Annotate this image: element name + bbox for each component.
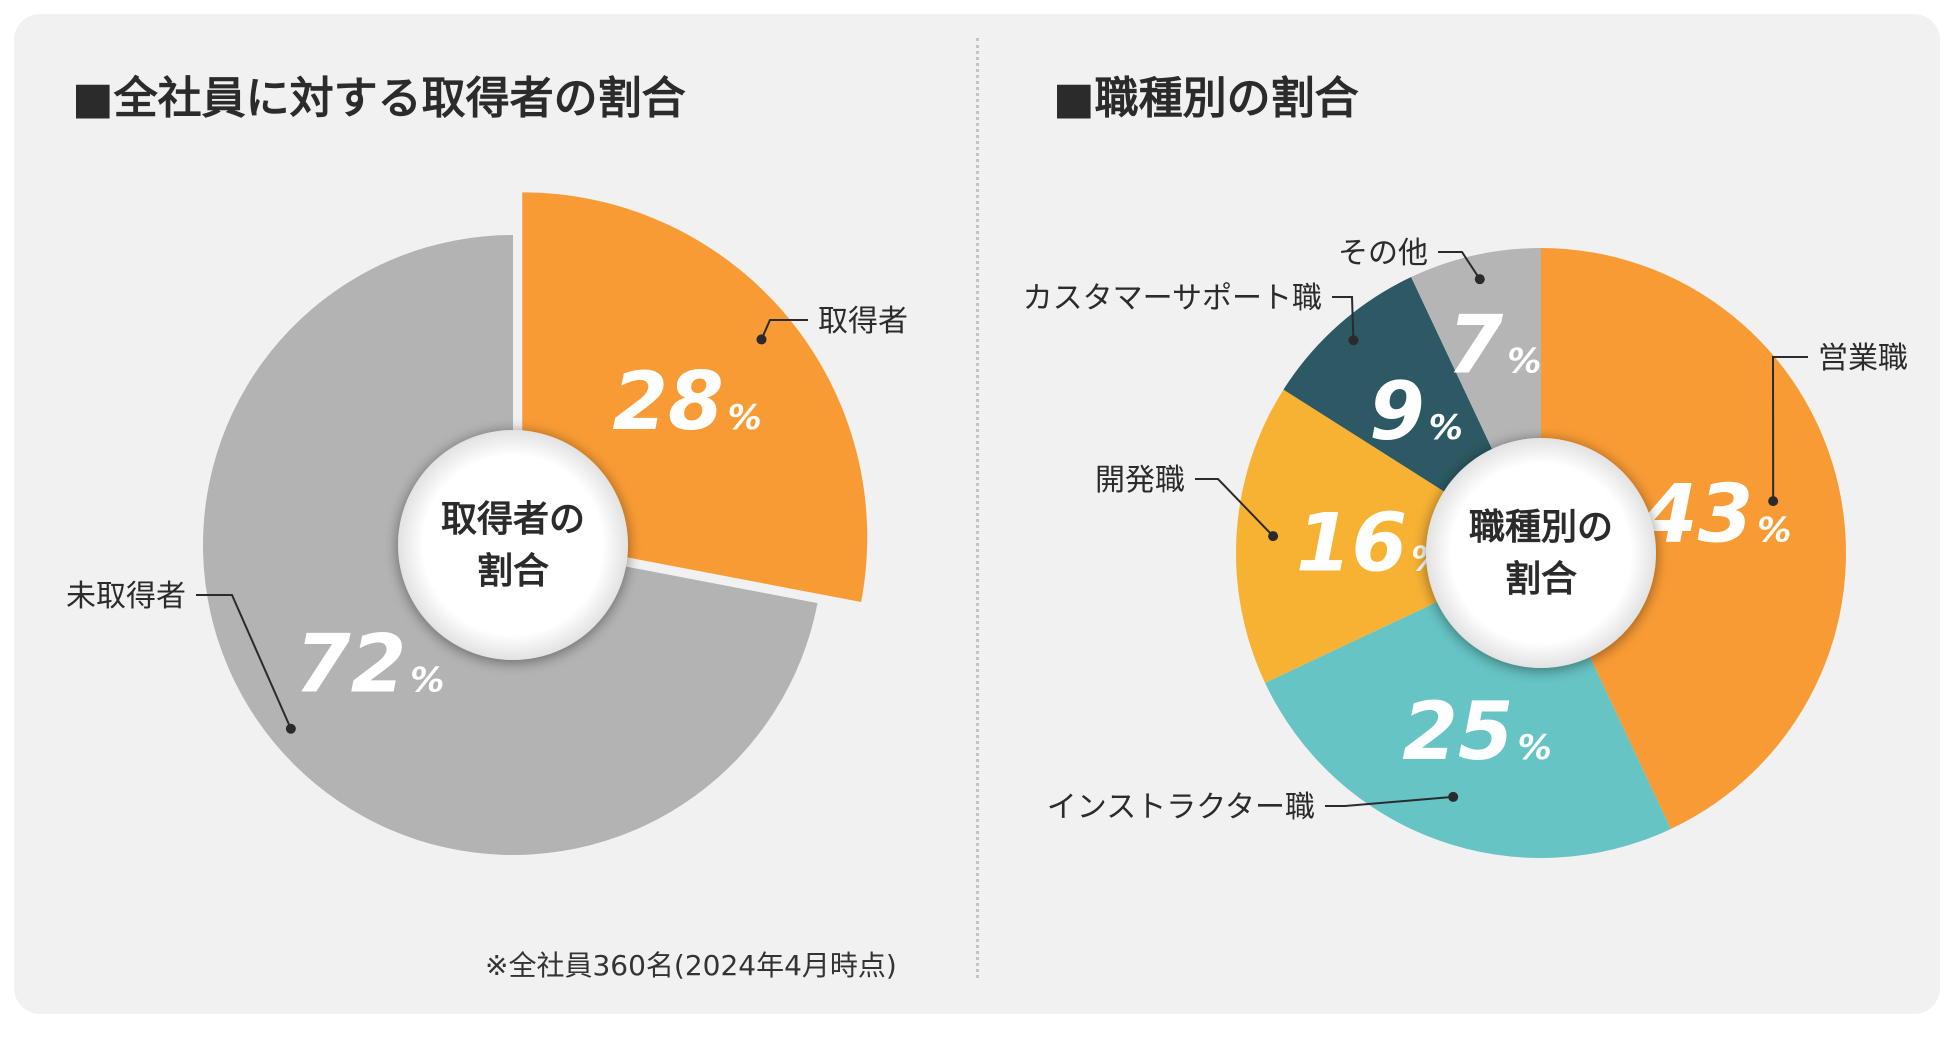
chart0-center-label-line-0: 取得者の (441, 499, 585, 540)
chart1-category-label-3: カスタマーサポート職 (1023, 281, 1322, 316)
chart1-pct-label-4: 7% (1448, 299, 1542, 392)
chart1-category-label-0: 営業職 (1818, 341, 1908, 376)
footnote: ※全社員360名(2024年4月時点) (485, 949, 897, 982)
chart0-category-label-0: 取得者 (818, 304, 908, 339)
chart0-center-label-line-1: 割合 (477, 551, 549, 592)
chart0-category-label-1: 未取得者 (66, 579, 186, 614)
chart0-pct-label-0: 28% (612, 355, 761, 448)
chart1-center-hole (1426, 438, 1656, 668)
chart0-pct-label-1: 72% (295, 618, 444, 711)
chart1-leader-line-0 (1771, 356, 1808, 502)
chart0-leader-line-0 (760, 319, 808, 340)
chart1-center-label-line-1: 割合 (1505, 559, 1577, 600)
chart1-leader-line-3 (1332, 296, 1355, 341)
chart1-pct-label-1: 25% (1402, 685, 1551, 778)
panel-divider (976, 38, 979, 978)
chart1-category-label-4: その他 (1338, 236, 1428, 271)
right-chart-title: ■職種別の割合 (1053, 73, 1359, 124)
chart0-center-hole (398, 430, 628, 660)
left-chart-title: ■全社員に対する取得者の割合 (72, 73, 686, 124)
chart1-pct-label-0: 43% (1641, 468, 1791, 561)
chart1-leader-line-4 (1438, 251, 1481, 280)
chart1-leader-line-1 (1325, 795, 1454, 807)
chart1-slice-0 (1541, 248, 1846, 829)
chart1-category-label-1: インストラクター職 (1047, 790, 1315, 825)
chart0-leader-line-1 (196, 594, 292, 730)
chart1-slice-2 (1236, 389, 1541, 683)
chart1-pct-label-3: 9% (1369, 365, 1463, 458)
chart1-leader-line-2 (1195, 478, 1274, 537)
chart1-category-label-2: 開発職 (1095, 463, 1185, 498)
chart1-center-label-line-0: 職種別の (1469, 507, 1613, 548)
